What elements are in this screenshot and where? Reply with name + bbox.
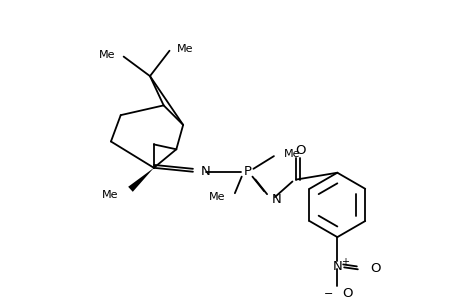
- Text: Me: Me: [177, 44, 193, 54]
- Text: Me: Me: [99, 50, 116, 60]
- Text: N: N: [271, 193, 281, 206]
- Text: O: O: [369, 262, 380, 275]
- Text: O: O: [341, 287, 352, 300]
- Text: P: P: [243, 165, 251, 178]
- Text: Me: Me: [102, 190, 118, 200]
- Polygon shape: [128, 168, 154, 192]
- Text: N: N: [332, 260, 341, 273]
- Text: +: +: [341, 257, 348, 268]
- Text: N: N: [200, 165, 210, 178]
- Text: Me: Me: [208, 192, 224, 202]
- Text: −: −: [323, 289, 332, 299]
- Text: O: O: [294, 144, 305, 157]
- Text: Me: Me: [283, 149, 300, 159]
